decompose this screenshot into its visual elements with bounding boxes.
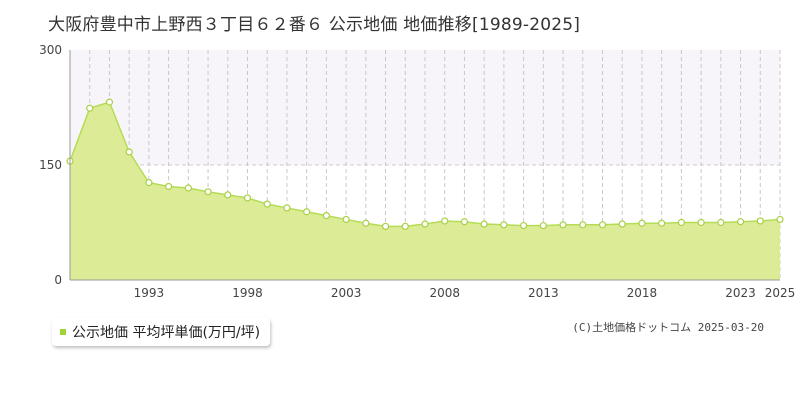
data-point-2001 (303, 208, 311, 216)
data-point-2019 (658, 219, 666, 227)
data-point-1996 (204, 188, 212, 196)
data-point-1995 (184, 184, 192, 192)
data-point-1994 (165, 182, 173, 191)
data-point-2002 (322, 212, 330, 220)
legend-label: 公示地価 平均坪単価(万円/坪) (72, 325, 261, 341)
data-point-2024 (756, 217, 764, 225)
x-tick-label: 2023 (725, 286, 756, 300)
y-tick-label: 0 (54, 273, 62, 287)
credit-text: (C)土地価格ドットコム 2025-03-20 (572, 321, 764, 334)
y-tick-label: 300 (39, 43, 62, 57)
data-point-1991 (105, 98, 114, 106)
area-fill (70, 102, 780, 280)
data-point-1993 (145, 179, 153, 187)
data-point-2006 (401, 222, 409, 230)
data-point-2000 (283, 204, 291, 212)
x-tick-label: 2003 (331, 286, 362, 300)
x-tick-label: 1998 (232, 286, 263, 300)
data-point-1999 (263, 200, 271, 208)
legend: 公示地価 平均坪単価(万円/坪) (52, 318, 271, 346)
data-point-2023 (736, 218, 745, 226)
data-point-2009 (460, 218, 469, 226)
data-points (66, 98, 784, 230)
legend-swatch (60, 329, 66, 335)
y-tick-labels: 0 150 300 (39, 43, 62, 287)
x-tick-labels: 1993 1998 2003 2008 2013 2018 2023 2025 (134, 286, 796, 300)
data-point-2010 (480, 220, 488, 228)
data-point-2005 (381, 222, 390, 230)
data-point-2022 (717, 218, 725, 227)
data-point-1990 (86, 104, 94, 112)
x-tick-label: 2013 (528, 286, 559, 300)
data-point-2011 (500, 221, 508, 229)
data-point-2020 (677, 218, 685, 227)
data-point-2016 (598, 221, 607, 229)
data-point-2007 (421, 220, 429, 228)
chart-title: 大阪府豊中市上野西３丁目６２番６ 公示地価 地価推移[1989-2025] (48, 15, 581, 35)
data-point-2025 (776, 215, 784, 224)
data-point-2018 (638, 219, 646, 227)
x-tick-label: 1993 (134, 286, 165, 300)
data-point-2021 (697, 218, 705, 227)
data-point-2013 (539, 221, 547, 230)
data-point-2012 (520, 221, 528, 230)
data-point-1998 (243, 194, 252, 202)
y-tick-label: 150 (39, 158, 62, 172)
data-point-2015 (579, 221, 587, 229)
x-tick-label: 2025 (765, 286, 796, 300)
data-point-2004 (362, 219, 370, 227)
data-point-2008 (441, 217, 449, 225)
x-tick-label: 2008 (429, 286, 460, 300)
data-point-1992 (125, 148, 133, 156)
data-point-2003 (342, 215, 350, 224)
data-point-1997 (224, 191, 232, 199)
data-point-2014 (559, 221, 567, 229)
data-point-2017 (618, 220, 626, 228)
x-tick-label: 2018 (627, 286, 658, 300)
